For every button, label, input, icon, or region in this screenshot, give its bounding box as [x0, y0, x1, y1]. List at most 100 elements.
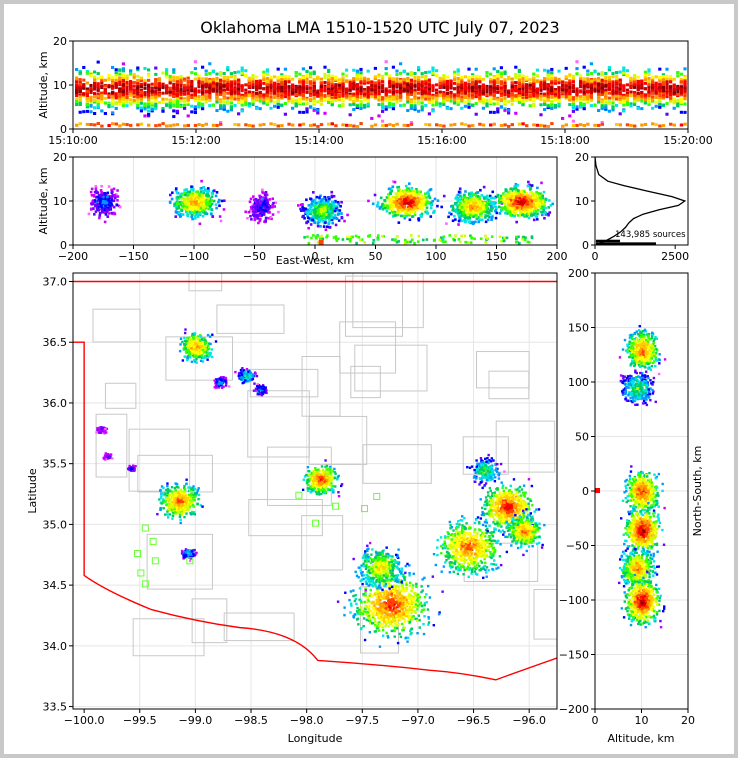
ta-source-mark	[489, 97, 493, 101]
ta-source-mark	[420, 87, 424, 91]
ew-source-mark	[311, 218, 315, 222]
ta-source-mark	[582, 102, 586, 106]
ta-source-mark	[251, 97, 255, 101]
ta-source-mark	[247, 77, 251, 81]
ew-source-mark	[248, 200, 252, 204]
ta-source-mark	[377, 88, 381, 92]
ta-source-mark	[669, 77, 673, 81]
ew-source-mark	[273, 205, 277, 208]
ta-source-mark	[514, 96, 518, 100]
ta-source-mark	[535, 88, 539, 92]
ta-source-mark	[251, 85, 255, 89]
ta-source-mark	[607, 66, 611, 70]
ta-source-mark	[417, 78, 421, 82]
ta-source-mark	[611, 101, 615, 105]
ta-source-mark	[312, 107, 316, 111]
ta-source-mark	[244, 103, 248, 107]
ta-source-mark	[139, 79, 143, 83]
ta-source-mark	[294, 102, 298, 106]
ta-source-mark	[193, 111, 197, 115]
ta-source-mark	[521, 122, 525, 126]
ew-source-mark	[93, 213, 96, 216]
ta-source-mark	[309, 89, 313, 93]
ta-source-mark	[532, 72, 536, 76]
ta-source-mark	[571, 106, 575, 110]
ta-source-mark	[363, 92, 367, 96]
ta-source-mark	[215, 79, 219, 83]
ta-source-mark	[186, 103, 190, 107]
ew-source-mark	[317, 201, 321, 204]
ta-source-mark	[507, 124, 511, 128]
ew-source-mark	[339, 204, 342, 208]
ta-source-mark	[359, 89, 363, 93]
ta-source-mark	[618, 123, 622, 127]
ta-source-mark	[492, 82, 496, 86]
ew-source-mark	[334, 223, 338, 227]
ta-source-mark	[215, 72, 219, 76]
ew-source-mark	[258, 194, 261, 198]
ew-source-mark	[110, 203, 114, 206]
ta-source-mark	[309, 80, 313, 84]
ew-source-mark	[97, 193, 101, 197]
ta-source-mark	[424, 88, 428, 92]
ta-source-mark	[438, 123, 442, 127]
ew-source-mark	[337, 219, 341, 222]
ta-source-mark	[211, 123, 216, 127]
ta-source-mark	[550, 100, 554, 104]
ta-source-mark	[402, 103, 406, 107]
ew-altitude-sources	[87, 179, 555, 245]
ta-source-mark	[172, 104, 176, 108]
ta-source-mark	[132, 88, 136, 92]
ta-source-mark	[406, 92, 410, 96]
ew-source-mark	[305, 211, 308, 214]
ew-source-mark	[96, 203, 100, 206]
ew-source-mark	[187, 202, 191, 206]
ta-source-mark	[359, 105, 363, 109]
ta-source-mark	[499, 98, 503, 102]
ta-source-mark	[96, 82, 100, 86]
ta-source-mark	[463, 123, 468, 127]
ew-source-mark	[211, 215, 215, 218]
ew-source-mark	[346, 213, 349, 217]
ta-source-mark	[615, 93, 619, 97]
ta-source-mark	[294, 92, 298, 96]
ta-source-mark	[121, 122, 126, 126]
ta-source-mark	[611, 83, 615, 87]
ta-source-mark	[215, 76, 219, 80]
ta-source-mark	[273, 94, 277, 98]
ta-source-mark	[93, 84, 97, 88]
ta-source-mark	[532, 123, 536, 127]
ta-source-mark	[449, 80, 453, 84]
ta-source-mark	[147, 72, 151, 76]
ta-source-mark	[78, 78, 82, 82]
ew-source-mark	[96, 195, 100, 199]
ew-source-mark	[393, 196, 397, 199]
ta-source-mark	[579, 101, 583, 105]
ta-source-mark	[348, 92, 352, 96]
ta-source-mark	[366, 104, 370, 108]
ta-source-mark	[568, 98, 572, 102]
ta-source-mark	[370, 116, 374, 120]
ew-source-mark	[191, 217, 194, 221]
ta-source-mark	[103, 89, 107, 93]
ew-source-mark	[200, 179, 203, 183]
ta-source-mark	[312, 92, 316, 96]
ta-source-mark	[395, 97, 399, 101]
ta-source-mark	[244, 88, 248, 92]
ta-source-mark	[305, 107, 309, 111]
ta-source-mark	[672, 77, 676, 81]
ta-source-mark	[161, 71, 165, 75]
ta-source-mark	[237, 87, 241, 91]
ta-source-mark	[528, 83, 532, 87]
ta-source-mark	[381, 77, 385, 81]
ta-source-mark	[118, 77, 122, 81]
ew-source-mark	[199, 190, 203, 193]
ta-source-mark	[384, 92, 388, 96]
ew-source-mark	[183, 207, 187, 211]
ta-source-mark	[341, 94, 345, 98]
ta-source-mark	[456, 100, 460, 104]
ta-source-mark	[147, 112, 151, 116]
ta-source-mark	[420, 85, 424, 89]
ew-source-mark	[116, 189, 119, 192]
ta-source-mark	[355, 95, 359, 99]
